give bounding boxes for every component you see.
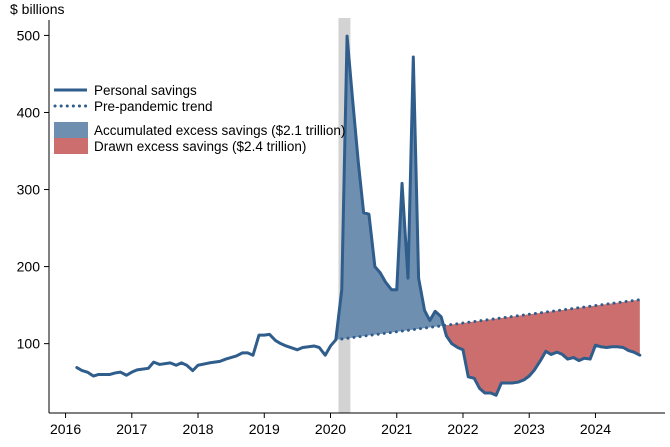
drawn-excess-savings-area xyxy=(443,299,640,396)
pre-pandemic-trend-line xyxy=(334,298,642,342)
x-tick-label: 2020 xyxy=(315,421,346,437)
x-tick-label: 2021 xyxy=(381,421,412,437)
y-tick-label: 400 xyxy=(17,104,41,120)
y-tick-label: 100 xyxy=(17,336,41,352)
legend-swatch-accumulated xyxy=(54,122,88,138)
y-tick-label: 500 xyxy=(17,27,41,43)
fill-areas xyxy=(335,36,640,396)
x-tick-label: 2023 xyxy=(514,421,545,437)
legend-label: Drawn excess savings ($2.4 trillion) xyxy=(94,139,306,154)
legend-label: Pre-pandemic trend xyxy=(94,99,213,114)
axes: 100 200 300 400 500 2016 2017 2018 2019 2020 2021 2… xyxy=(17,20,665,437)
accumulated-excess-savings-area xyxy=(335,36,444,340)
x-tick-label: 2017 xyxy=(116,421,147,437)
legend-label: Accumulated excess savings ($2.1 trillio… xyxy=(94,123,345,138)
x-tick-label: 2024 xyxy=(580,421,611,437)
y-axis-label: $ billions xyxy=(10,1,64,17)
x-tick-label: 2022 xyxy=(447,421,478,437)
x-tick-label: 2018 xyxy=(182,421,213,437)
savings-line-group xyxy=(75,34,642,397)
personal-savings-line xyxy=(75,34,642,397)
legend-swatch-drawn xyxy=(54,138,88,154)
x-tick-label: 2019 xyxy=(249,421,280,437)
y-tick-label: 200 xyxy=(17,259,41,275)
trend-line-group xyxy=(334,298,642,342)
x-tick-label: 2016 xyxy=(50,421,81,437)
y-tick-label: 300 xyxy=(17,182,41,198)
legend-label: Personal savings xyxy=(94,83,197,98)
